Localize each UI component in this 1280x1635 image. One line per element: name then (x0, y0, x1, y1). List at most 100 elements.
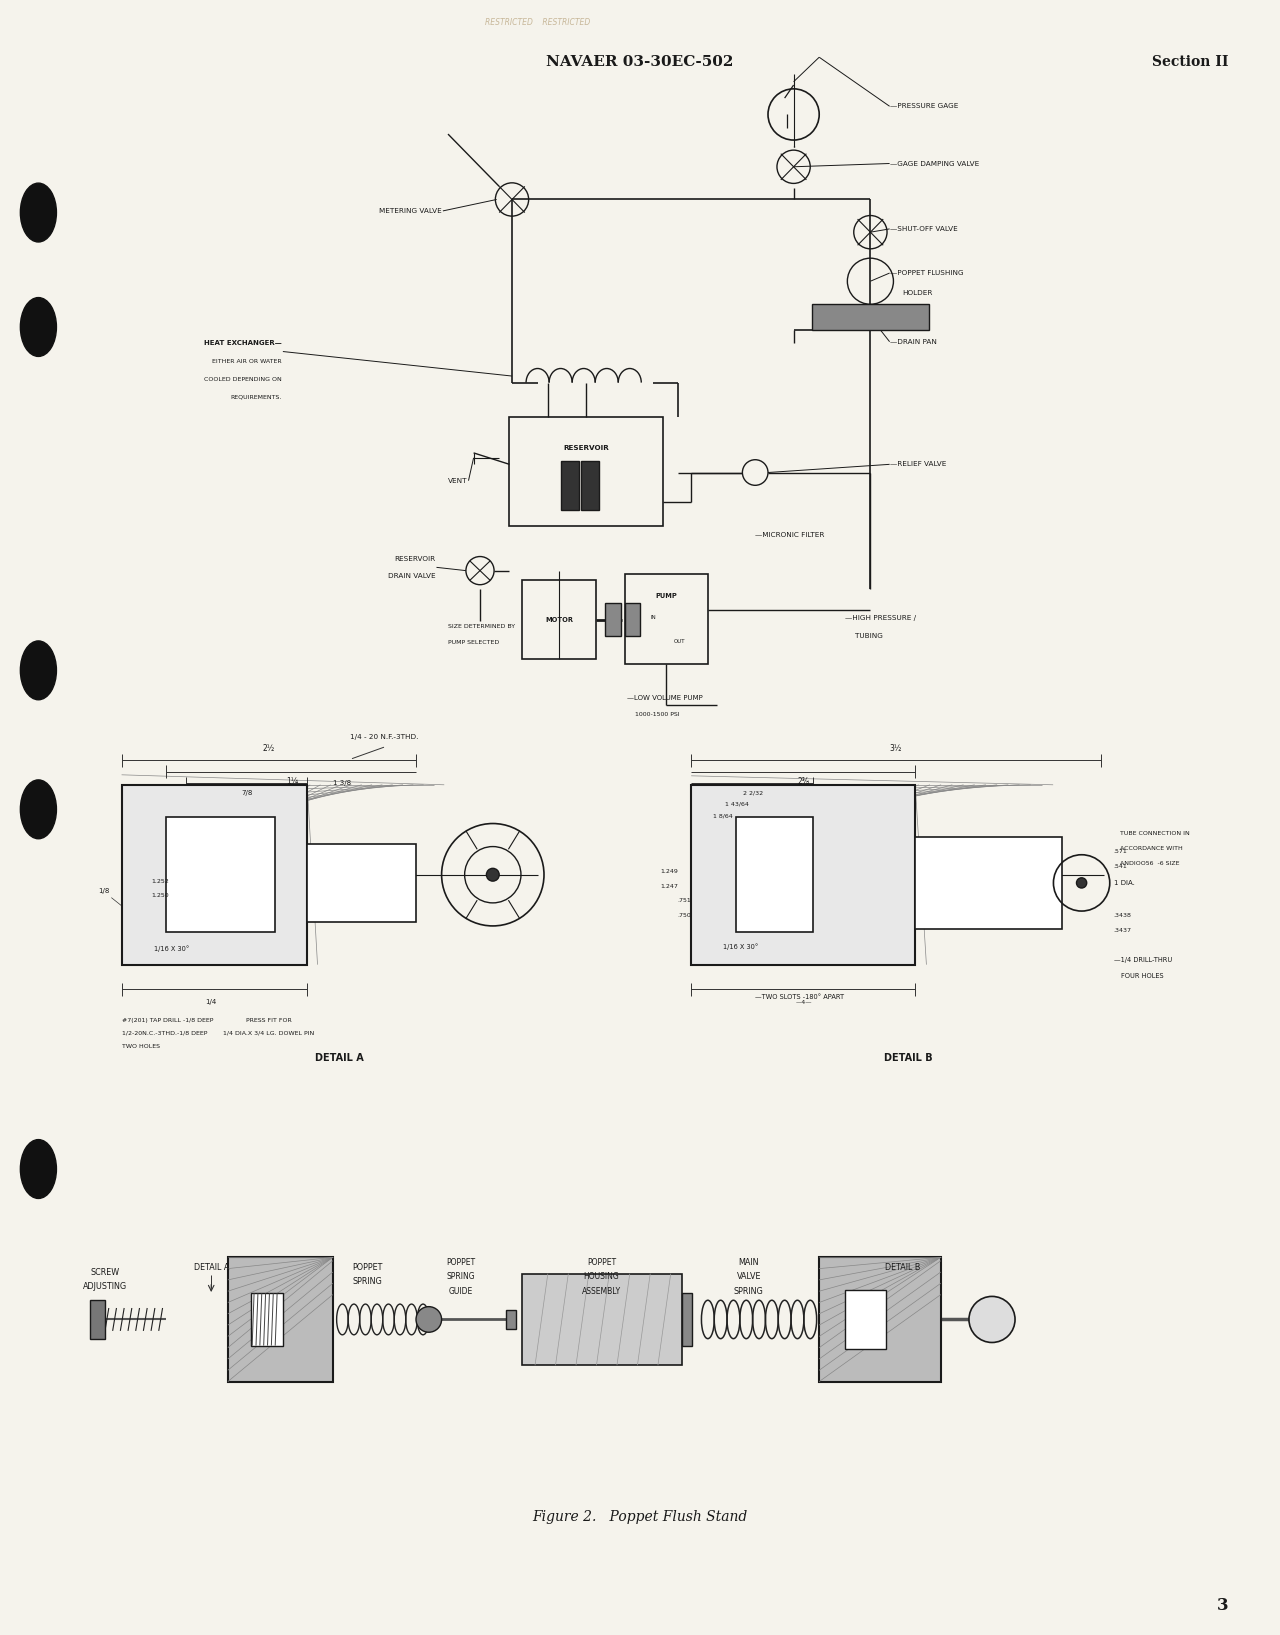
Text: RESERVOIR: RESERVOIR (563, 445, 609, 451)
Text: 1.249: 1.249 (660, 868, 678, 875)
Text: 1 8/64: 1 8/64 (713, 813, 733, 819)
Text: RESTRICTED    RESTRICTED: RESTRICTED RESTRICTED (485, 18, 590, 28)
Bar (561, 461, 579, 510)
Text: 1/4 - 20 N.F.-3THD.: 1/4 - 20 N.F.-3THD. (349, 734, 419, 741)
Text: .3438: .3438 (1114, 912, 1132, 919)
Text: 1 DIA.: 1 DIA. (1114, 880, 1134, 886)
Text: —1/4 DRILL-THRU: —1/4 DRILL-THRU (1114, 956, 1172, 963)
Text: GUIDE: GUIDE (449, 1287, 472, 1297)
Text: 1¼: 1¼ (285, 777, 298, 786)
Text: MAIN: MAIN (739, 1257, 759, 1267)
Text: #7(201) TAP DRILL -1/8 DEEP: #7(201) TAP DRILL -1/8 DEEP (122, 1017, 212, 1024)
Text: .751: .751 (677, 898, 691, 904)
Text: REQUIREMENTS.: REQUIREMENTS. (230, 394, 282, 401)
Bar (522, 580, 596, 659)
Text: 1/16 X 30°: 1/16 X 30° (154, 945, 189, 952)
Text: POPPET: POPPET (447, 1257, 475, 1267)
Ellipse shape (20, 298, 56, 356)
Ellipse shape (20, 183, 56, 242)
Text: SPRING: SPRING (733, 1287, 764, 1297)
Text: TWO HOLES: TWO HOLES (122, 1043, 160, 1050)
Bar (691, 785, 915, 965)
Ellipse shape (1076, 878, 1087, 888)
Text: 1/2-20N.C.-3THD.-1/8 DEEP: 1/2-20N.C.-3THD.-1/8 DEEP (122, 1030, 207, 1037)
Bar (605, 603, 621, 636)
Text: HOLDER: HOLDER (902, 289, 933, 296)
Ellipse shape (969, 1297, 1015, 1342)
Ellipse shape (416, 1306, 442, 1333)
Text: 1/4: 1/4 (206, 999, 216, 1006)
Text: ADJUSTING: ADJUSTING (83, 1282, 127, 1292)
Text: DRAIN VALVE: DRAIN VALVE (388, 572, 435, 579)
Bar (307, 844, 416, 922)
Text: 1/8: 1/8 (99, 888, 110, 894)
Bar (736, 818, 813, 932)
Text: SPRING: SPRING (352, 1277, 383, 1287)
Text: 7/8: 7/8 (242, 790, 252, 796)
Bar (915, 837, 1062, 929)
Bar (819, 1257, 941, 1382)
Text: —PRESSURE GAGE: —PRESSURE GAGE (890, 103, 957, 110)
Bar (166, 818, 275, 932)
Text: ANDIOO56  -6 SIZE: ANDIOO56 -6 SIZE (1120, 860, 1179, 867)
Text: 1/16 X 30°: 1/16 X 30° (723, 943, 759, 950)
Text: DETAIL A: DETAIL A (315, 1053, 364, 1063)
Text: 1000-1500 PSI: 1000-1500 PSI (635, 711, 680, 718)
Text: COOLED DEPENDING ON: COOLED DEPENDING ON (204, 376, 282, 383)
Text: TUBE CONNECTION IN: TUBE CONNECTION IN (1120, 831, 1189, 837)
Text: —MICRONIC FILTER: —MICRONIC FILTER (755, 531, 824, 538)
Bar (581, 461, 599, 510)
Text: HOUSING: HOUSING (584, 1272, 620, 1282)
Text: RESERVOIR: RESERVOIR (394, 556, 435, 562)
Text: .3437: .3437 (1114, 927, 1132, 934)
Ellipse shape (20, 641, 56, 700)
Text: PRESS FIT FOR: PRESS FIT FOR (246, 1017, 292, 1024)
Text: 2⅜: 2⅜ (797, 777, 810, 786)
Text: —RELIEF VALVE: —RELIEF VALVE (890, 461, 946, 468)
Text: 1.252: 1.252 (151, 878, 169, 885)
Text: 1/4 DIA.X 3/4 LG. DOWEL PIN: 1/4 DIA.X 3/4 LG. DOWEL PIN (223, 1030, 315, 1037)
Text: —POPPET FLUSHING: —POPPET FLUSHING (890, 270, 964, 276)
Text: METERING VALVE: METERING VALVE (379, 208, 442, 214)
Ellipse shape (20, 780, 56, 839)
Text: DETAIL B: DETAIL B (884, 1053, 933, 1063)
Text: HEAT EXCHANGER—: HEAT EXCHANGER— (204, 340, 282, 347)
Text: 1 3/8: 1 3/8 (333, 780, 351, 786)
Text: IN: IN (650, 615, 657, 620)
Text: VALVE: VALVE (736, 1272, 762, 1282)
Bar (682, 1293, 692, 1346)
Text: POPPET: POPPET (352, 1262, 383, 1272)
Bar (90, 1300, 105, 1339)
Text: DETAIL A: DETAIL A (193, 1262, 229, 1272)
Text: —TWO SLOTS -180° APART: —TWO SLOTS -180° APART (755, 994, 845, 1001)
Text: Section II: Section II (1152, 56, 1229, 69)
Text: FOUR HOLES: FOUR HOLES (1121, 973, 1164, 979)
Text: PUMP SELECTED: PUMP SELECTED (448, 639, 499, 646)
Text: —DRAIN PAN: —DRAIN PAN (890, 338, 937, 345)
Bar (509, 417, 663, 526)
Text: TUBING: TUBING (855, 633, 883, 639)
Text: Figure 2.   Poppet Flush Stand: Figure 2. Poppet Flush Stand (532, 1511, 748, 1524)
Text: SCREW: SCREW (91, 1267, 119, 1277)
Ellipse shape (486, 868, 499, 881)
Text: POPPET: POPPET (588, 1257, 616, 1267)
Text: PUMP: PUMP (655, 594, 677, 600)
Text: SPRING: SPRING (447, 1272, 475, 1282)
Ellipse shape (20, 1140, 56, 1198)
Text: EITHER AIR OR WATER: EITHER AIR OR WATER (212, 358, 282, 365)
Text: .750: .750 (677, 912, 691, 919)
Text: 1 43/64: 1 43/64 (726, 801, 749, 808)
Text: —LOW VOLUME PUMP: —LOW VOLUME PUMP (627, 695, 703, 701)
Bar (812, 304, 929, 330)
Bar (522, 1274, 682, 1365)
Text: ASSEMBLY: ASSEMBLY (582, 1287, 621, 1297)
Text: 1.247: 1.247 (660, 883, 678, 889)
Text: 3½: 3½ (890, 744, 902, 754)
Text: OUT: OUT (673, 639, 685, 644)
Bar (506, 1310, 516, 1329)
Text: .541: .541 (1114, 863, 1128, 870)
Text: 3: 3 (1216, 1597, 1229, 1614)
Text: 2 2/32: 2 2/32 (742, 790, 763, 796)
Bar (845, 1290, 886, 1349)
Text: NAVAER 03-30EC-502: NAVAER 03-30EC-502 (547, 56, 733, 69)
